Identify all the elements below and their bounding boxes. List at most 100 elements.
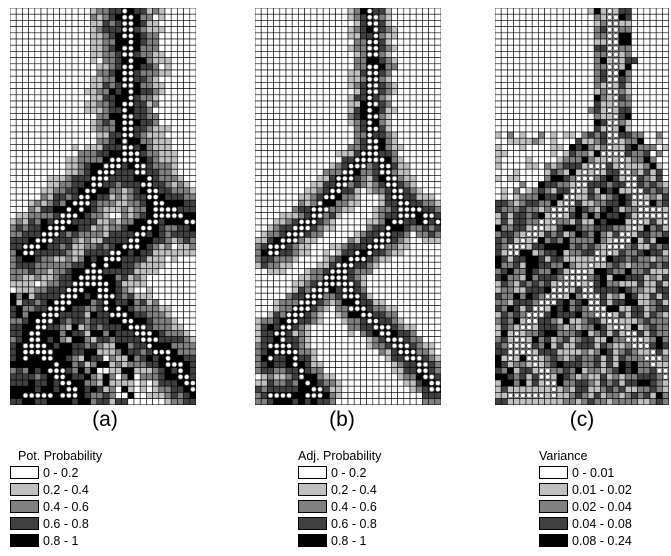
sample-point [47, 349, 54, 355]
sample-point [342, 281, 348, 287]
grid-cell [96, 255, 104, 263]
grid-cell [600, 113, 607, 120]
grid-cell [366, 237, 374, 244]
grid-cell [22, 44, 29, 52]
grid-cell [77, 330, 85, 337]
grid-cell [158, 336, 166, 344]
grid-cell [90, 330, 98, 337]
grid-cell [158, 255, 166, 263]
grid-cell [347, 274, 355, 282]
grid-cell [96, 330, 104, 337]
grid-cell [102, 100, 110, 108]
grid-cell [422, 113, 429, 120]
grid-cell [164, 13, 172, 21]
grid-cell [649, 51, 657, 58]
grid-cell [279, 38, 287, 46]
grid-cell [415, 392, 423, 399]
grid-cell [562, 94, 570, 102]
grid-cell [304, 32, 312, 40]
grid-cell [562, 137, 570, 145]
grid-cell [46, 385, 54, 393]
grid-cell [46, 20, 54, 27]
grid-cell [65, 150, 73, 158]
grid-cell [273, 106, 281, 114]
grid-cell [71, 8, 79, 15]
grid-cell [146, 32, 153, 40]
grid-cell [255, 75, 262, 83]
sample-point [435, 219, 441, 225]
grid-cell [316, 137, 324, 145]
grid-cell [316, 69, 324, 77]
grid-cell [643, 88, 651, 96]
grid-cell [164, 224, 172, 232]
sample-point [366, 113, 373, 120]
grid-cell [15, 100, 23, 108]
grid-cell [335, 317, 343, 325]
grid-cell [291, 125, 299, 133]
grid-cell [10, 274, 17, 282]
grid-cell [102, 348, 110, 356]
grid-cell [391, 119, 398, 127]
grid-cell [341, 354, 349, 362]
grid-cell [183, 26, 191, 34]
sample-point [379, 163, 385, 169]
grid-cell [133, 305, 141, 313]
grid-cell [22, 168, 29, 176]
grid-cell [121, 379, 129, 387]
grid-cell [177, 342, 184, 350]
grid-cell [46, 373, 54, 381]
grid-cell [519, 75, 527, 83]
grid-cell [15, 385, 23, 393]
grid-cell [353, 280, 361, 288]
grid-cell [90, 255, 98, 263]
grid-cell [391, 8, 398, 15]
grid-cell [121, 348, 129, 356]
grid-cell [391, 162, 398, 170]
grid-cell [434, 354, 441, 362]
grid-cell [291, 32, 299, 40]
grid-cell [71, 255, 79, 263]
grid-cell [500, 94, 508, 102]
grid-cell [22, 261, 29, 269]
grid-cell [291, 323, 299, 331]
grid-cell [397, 237, 405, 244]
grid-cell [139, 392, 147, 399]
grid-cell [28, 88, 36, 96]
grid-cell [285, 88, 293, 96]
grid-cell [519, 20, 527, 27]
sample-point [373, 101, 379, 107]
grid-cell [15, 162, 23, 170]
grid-cell [341, 131, 349, 139]
grid-cell [415, 82, 423, 89]
legend-entry: 0.8 - 1 [298, 532, 381, 549]
sample-point [90, 268, 97, 275]
grid-cell [170, 125, 178, 133]
grid-cell [183, 175, 191, 182]
grid-cell [538, 100, 545, 108]
grid-cell [569, 137, 576, 145]
sample-point [66, 380, 72, 386]
grid-cell [183, 348, 191, 356]
sample-point [128, 126, 134, 132]
sample-point [121, 26, 128, 33]
grid-cell [322, 168, 330, 176]
legend-swatch [10, 466, 39, 479]
grid-cell [15, 348, 23, 356]
grid-cell [189, 330, 196, 337]
grid-cell [84, 342, 91, 350]
grid-cell [372, 187, 380, 195]
sample-point [613, 138, 619, 145]
grid-cell [84, 119, 91, 127]
grid-cell [127, 206, 135, 213]
grid-cell [255, 57, 262, 65]
grid-cell [177, 13, 184, 21]
grid-cell [133, 392, 141, 399]
grid-cell [360, 330, 367, 337]
grid-cell [22, 237, 29, 244]
grid-cell [170, 299, 178, 306]
grid-cell [550, 38, 558, 46]
grid-cell [310, 336, 318, 344]
grid-cell [495, 131, 502, 139]
grid-cell [102, 20, 110, 27]
grid-cell [46, 75, 54, 83]
